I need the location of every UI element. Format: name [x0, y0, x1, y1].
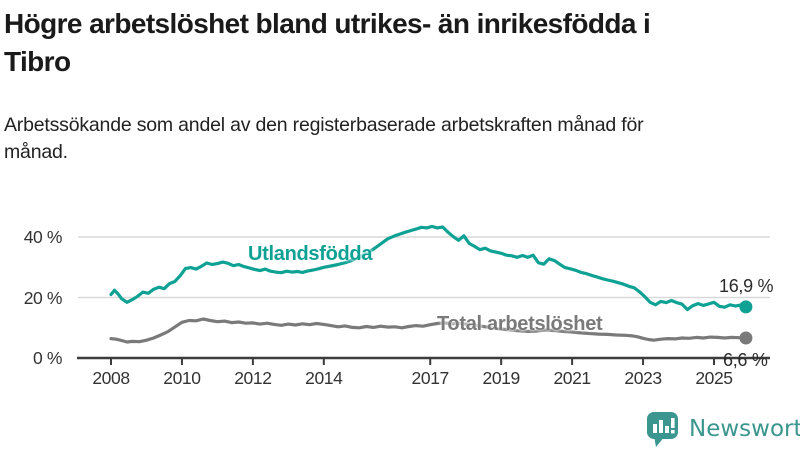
- x-tick-label: 2014: [305, 368, 343, 388]
- series-label-total-arbetsloshet: Total arbetslöshet: [437, 313, 603, 335]
- series-label-utlandsfodda: Utlandsfödda: [248, 243, 373, 265]
- end-value-label-utlandsfodda: 16,9 %: [719, 276, 774, 296]
- x-tick-label: 2008: [92, 368, 130, 388]
- newsworthy-brand-link[interactable]: Newsworthy: [644, 410, 800, 450]
- y-tick-label: 0 %: [33, 348, 62, 368]
- x-tick-label: 2023: [624, 368, 662, 388]
- x-tick-label: 2010: [163, 368, 201, 388]
- page-title: Högre arbetslöshet bland utrikes- än inr…: [4, 8, 651, 77]
- x-tick-label: 2021: [553, 368, 591, 388]
- end-value-label-total: 6,6 %: [723, 350, 768, 370]
- y-tick-label: 20 %: [23, 287, 63, 308]
- x-tick-label: 2012: [234, 368, 272, 388]
- newsworthy-logo-icon: [647, 412, 678, 447]
- page-subtitle: Arbetssökande som andel av den registerb…: [4, 114, 644, 163]
- x-tick-label: 2025: [695, 368, 733, 388]
- y-tick-label: 40 %: [23, 227, 63, 247]
- newsworthy-wordmark: Newsworthy: [689, 416, 800, 442]
- x-tick-label: 2019: [482, 368, 520, 388]
- x-tick-label: 2017: [411, 368, 450, 388]
